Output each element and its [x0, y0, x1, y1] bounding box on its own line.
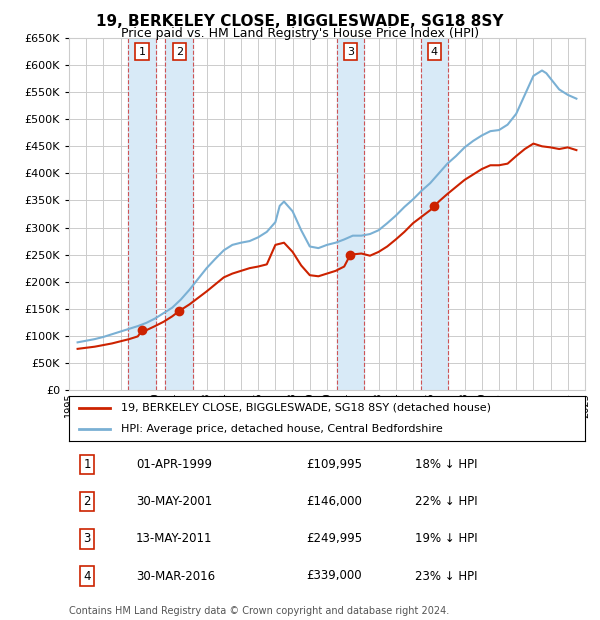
- Text: 01-APR-1999: 01-APR-1999: [136, 458, 212, 471]
- Bar: [421, 38, 448, 390]
- Text: 1: 1: [83, 458, 91, 471]
- Text: 4: 4: [83, 570, 91, 583]
- Text: 13-MAY-2011: 13-MAY-2011: [136, 533, 212, 546]
- Text: £109,995: £109,995: [307, 458, 362, 471]
- Text: 3: 3: [347, 46, 354, 56]
- Text: £339,000: £339,000: [307, 570, 362, 583]
- Bar: [128, 38, 156, 390]
- Text: 19% ↓ HPI: 19% ↓ HPI: [415, 533, 478, 546]
- Text: Contains HM Land Registry data © Crown copyright and database right 2024.
This d: Contains HM Land Registry data © Crown c…: [69, 606, 449, 620]
- Text: 2: 2: [83, 495, 91, 508]
- Text: 3: 3: [83, 533, 91, 546]
- Bar: [166, 38, 193, 390]
- Text: 30-MAY-2001: 30-MAY-2001: [136, 495, 212, 508]
- Text: 19, BERKELEY CLOSE, BIGGLESWADE, SG18 8SY: 19, BERKELEY CLOSE, BIGGLESWADE, SG18 8S…: [96, 14, 504, 29]
- Text: Price paid vs. HM Land Registry's House Price Index (HPI): Price paid vs. HM Land Registry's House …: [121, 27, 479, 40]
- Text: 2: 2: [176, 46, 183, 56]
- Text: 18% ↓ HPI: 18% ↓ HPI: [415, 458, 477, 471]
- Text: 1: 1: [139, 46, 146, 56]
- Bar: [337, 38, 364, 390]
- Text: £249,995: £249,995: [307, 533, 362, 546]
- Text: £146,000: £146,000: [307, 495, 362, 508]
- Text: 4: 4: [431, 46, 438, 56]
- Text: 19, BERKELEY CLOSE, BIGGLESWADE, SG18 8SY (detached house): 19, BERKELEY CLOSE, BIGGLESWADE, SG18 8S…: [121, 403, 491, 413]
- Text: HPI: Average price, detached house, Central Bedfordshire: HPI: Average price, detached house, Cent…: [121, 424, 442, 434]
- Text: 30-MAR-2016: 30-MAR-2016: [136, 570, 215, 583]
- Text: 23% ↓ HPI: 23% ↓ HPI: [415, 570, 477, 583]
- Text: 22% ↓ HPI: 22% ↓ HPI: [415, 495, 478, 508]
